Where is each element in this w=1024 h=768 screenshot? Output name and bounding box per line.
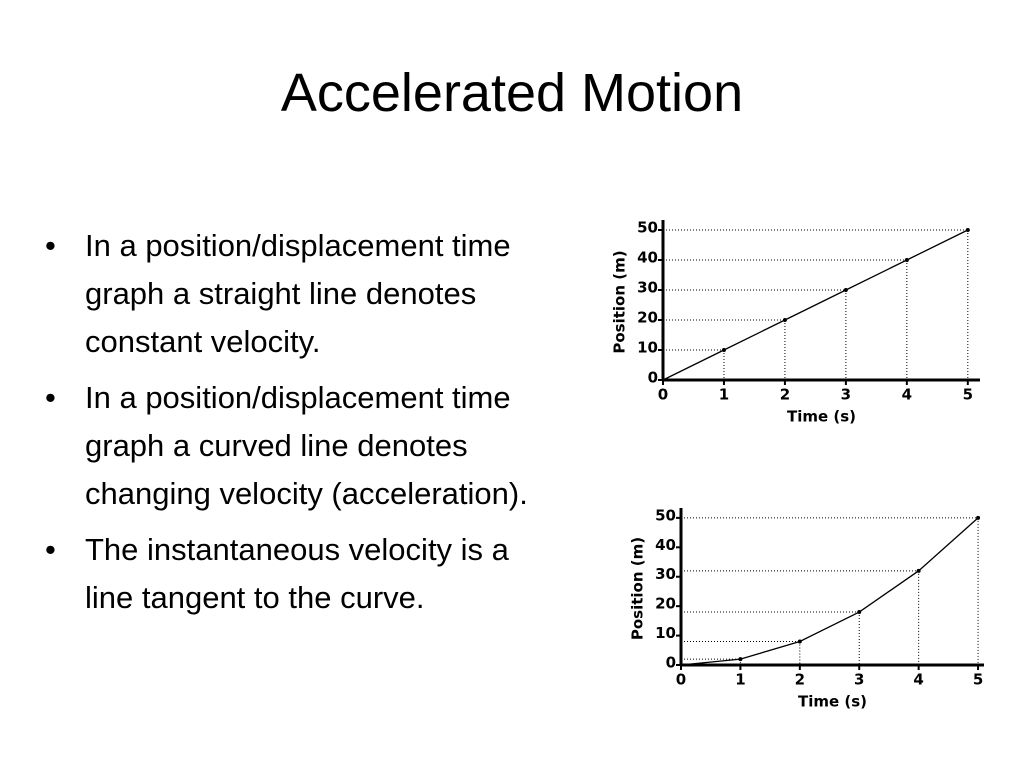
y-tick-label: 40: [655, 536, 676, 554]
bullet: In a position/displacement time graph a …: [40, 222, 565, 366]
x-tick-label: 0: [658, 386, 668, 404]
x-tick-label: 1: [735, 671, 745, 689]
slide-title: Accelerated Motion: [280, 63, 744, 123]
x-tick-label: 4: [913, 671, 923, 689]
x-tick-label: 3: [841, 386, 851, 404]
x-tick-label: 1: [719, 386, 729, 404]
y-tick-label: 40: [637, 249, 658, 267]
y-axis-label: Position (m): [629, 537, 647, 640]
y-tick-label: 30: [655, 565, 676, 583]
x-tick-label: 3: [854, 671, 864, 689]
y-tick-label: 0: [648, 369, 658, 387]
y-tick-label: 20: [637, 309, 658, 327]
y-tick-label: 0: [666, 654, 676, 672]
x-tick-label: 2: [780, 386, 790, 404]
x-tick-label: 0: [676, 671, 686, 689]
bullet: The instantaneous velocity is a line tan…: [40, 526, 565, 622]
y-tick-label: 50: [655, 506, 676, 524]
x-tick-label: 5: [973, 671, 983, 689]
x-axis-label: Time (s): [798, 693, 867, 711]
y-tick-label: 10: [655, 624, 676, 642]
bullet: In a position/displacement time graph a …: [40, 374, 565, 518]
line: [680, 517, 979, 666]
x-tick-label: 5: [963, 386, 973, 404]
x-axis-label: Time (s): [787, 408, 856, 426]
bullet-list: In a position/displacement time graph a …: [40, 222, 570, 630]
y-tick-label: 30: [637, 279, 658, 297]
x-tick-label: 4: [902, 386, 912, 404]
y-axis-label: Position (m): [611, 250, 629, 353]
y-tick-label: 20: [655, 595, 676, 613]
line: [662, 229, 969, 381]
y-tick-label: 50: [637, 219, 658, 237]
y-tick-label: 10: [637, 339, 658, 357]
x-tick-label: 2: [795, 671, 805, 689]
